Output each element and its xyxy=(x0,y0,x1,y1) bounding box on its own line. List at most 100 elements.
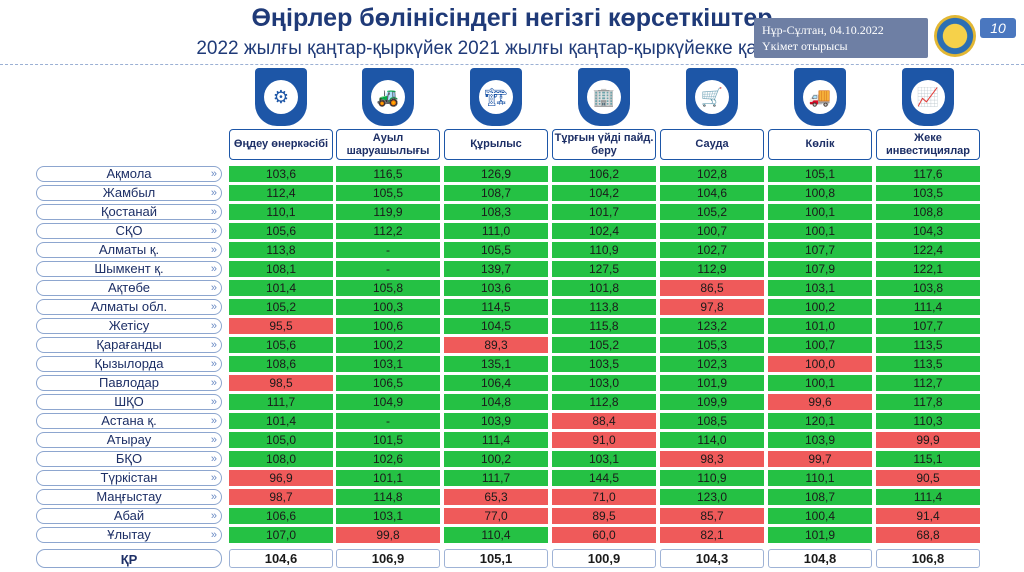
region-name: Жетісу xyxy=(108,318,150,333)
table-cell: 101,4 xyxy=(229,413,333,429)
column-header: Жеке инвестициялар xyxy=(876,129,980,160)
table-cell: 102,4 xyxy=(552,223,656,239)
chevron-right-icon: » xyxy=(210,472,217,484)
table-cell: 103,0 xyxy=(552,375,656,391)
region-label: Ақмола » xyxy=(36,166,222,182)
table-cell: 110,4 xyxy=(444,527,548,543)
table-cell: 126,9 xyxy=(444,166,548,182)
table-cell: 105,8 xyxy=(336,280,440,296)
table-cell: 103,5 xyxy=(552,356,656,372)
table-cell: 107,7 xyxy=(768,242,872,258)
table-cell: 106,5 xyxy=(336,375,440,391)
table-cell: 101,1 xyxy=(336,470,440,486)
region-label: Абай » xyxy=(36,508,222,524)
page-subtitle: 2022 жылғы қаңтар-қыркүйек 2021 жылғы қа… xyxy=(196,38,828,59)
table-cell: 114,0 xyxy=(660,432,764,448)
region-name: Қостанай xyxy=(100,204,157,219)
column-header: Көлік xyxy=(768,129,872,160)
table-cell: 113,8 xyxy=(552,299,656,315)
region-name: Павлодар xyxy=(99,375,159,390)
table-cell: 112,4 xyxy=(229,185,333,201)
table-cell: 102,6 xyxy=(336,451,440,467)
table-cell: 89,3 xyxy=(444,337,548,353)
table-cell: 122,4 xyxy=(876,242,980,258)
region-name: Жамбыл xyxy=(102,185,156,200)
region-label: Атырау » xyxy=(36,432,222,448)
region-name: СҚО xyxy=(115,223,143,238)
table-cell: 105,6 xyxy=(229,337,333,353)
chevron-right-icon: » xyxy=(210,377,217,389)
table-cell: 103,1 xyxy=(552,451,656,467)
table-cell: 100,8 xyxy=(768,185,872,201)
table-cell: 97,8 xyxy=(660,299,764,315)
region-label: СҚО » xyxy=(36,223,222,239)
table-cell: 77,0 xyxy=(444,508,548,524)
chevron-right-icon: » xyxy=(210,282,217,294)
table-cell: 85,7 xyxy=(660,508,764,524)
column-header: Ауыл шаруашылығы xyxy=(336,129,440,160)
table-cell: 108,5 xyxy=(660,413,764,429)
table-cell: 101,7 xyxy=(552,204,656,220)
truck-icon: 🚚 xyxy=(794,68,846,126)
table-cell: 100,3 xyxy=(336,299,440,315)
table-cell: 102,3 xyxy=(660,356,764,372)
total-cell: 104,6 xyxy=(229,549,333,568)
region-name: Қарағанды xyxy=(96,337,162,352)
table-cell: 112,2 xyxy=(336,223,440,239)
table-cell: 104,9 xyxy=(336,394,440,410)
region-name: Астана қ. xyxy=(101,413,157,428)
table-cell: 100,0 xyxy=(768,356,872,372)
table-cell: 110,1 xyxy=(229,204,333,220)
table-cell: 117,6 xyxy=(876,166,980,182)
region-label: Алматы обл. » xyxy=(36,299,222,315)
chevron-right-icon: » xyxy=(210,453,217,465)
table-cell: 104,3 xyxy=(876,223,980,239)
column-header: Өңдеу өнеркәсібі xyxy=(229,129,333,160)
table-cell: 111,4 xyxy=(876,299,980,315)
table-cell: 102,8 xyxy=(660,166,764,182)
table-cell: 98,5 xyxy=(229,375,333,391)
table-cell: 111,4 xyxy=(444,432,548,448)
region-name: Ақмола xyxy=(106,166,152,181)
investment-chart-icon-glyph: 📈 xyxy=(911,80,945,114)
region-label: Ұлытау » xyxy=(36,527,222,543)
table-cell: - xyxy=(336,261,440,277)
table-cell: 104,8 xyxy=(444,394,548,410)
region-label: БҚО » xyxy=(36,451,222,467)
table-cell: 100,7 xyxy=(768,337,872,353)
table-cell: 105,1 xyxy=(768,166,872,182)
table-cell: 101,0 xyxy=(768,318,872,334)
table-cell: 111,4 xyxy=(876,489,980,505)
table-cell: 103,1 xyxy=(768,280,872,296)
shopping-icon-glyph: 🛒 xyxy=(695,80,729,114)
table-cell: 107,0 xyxy=(229,527,333,543)
region-label: ШҚО » xyxy=(36,394,222,410)
investment-chart-icon: 📈 xyxy=(902,68,954,126)
table-cell: 100,4 xyxy=(768,508,872,524)
table-cell: 106,4 xyxy=(444,375,548,391)
table-cell: 100,1 xyxy=(768,223,872,239)
tractor-icon-glyph: 🚜 xyxy=(371,80,405,114)
table-cell: 108,6 xyxy=(229,356,333,372)
table-cell: 110,1 xyxy=(768,470,872,486)
stamp-event: Үкімет отырысы xyxy=(762,39,848,53)
region-name: Алматы обл. xyxy=(90,299,168,314)
region-label: Астана қ. » xyxy=(36,413,222,429)
table-cell: 110,9 xyxy=(552,242,656,258)
region-name: ШҚО xyxy=(114,394,144,409)
table-cell: 115,8 xyxy=(552,318,656,334)
table-cell: 112,7 xyxy=(876,375,980,391)
table-cell: 60,0 xyxy=(552,527,656,543)
table-cell: 108,0 xyxy=(229,451,333,467)
chevron-right-icon: » xyxy=(210,244,217,256)
table-cell: 96,9 xyxy=(229,470,333,486)
column-header: Тұрғын үйді пайд. беру xyxy=(552,129,656,160)
table-cell: 100,1 xyxy=(768,375,872,391)
table-cell: 90,5 xyxy=(876,470,980,486)
table-cell: 98,3 xyxy=(660,451,764,467)
table-cell: 111,7 xyxy=(229,394,333,410)
total-cell: 104,3 xyxy=(660,549,764,568)
chevron-right-icon: » xyxy=(210,415,217,427)
table-cell: - xyxy=(336,242,440,258)
state-emblem-icon xyxy=(934,15,976,57)
